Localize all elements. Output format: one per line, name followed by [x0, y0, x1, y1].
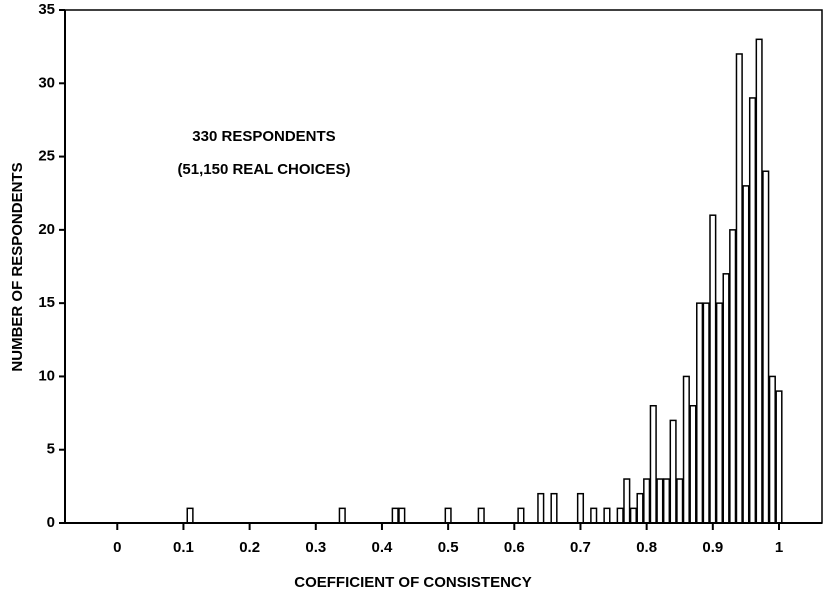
- bar: [762, 170, 770, 524]
- y-tick-label: 0: [47, 514, 55, 531]
- bar: [338, 507, 346, 524]
- annotation: 330 RESPONDENTS: [192, 128, 335, 145]
- x-tick-label: 0.2: [239, 539, 260, 556]
- bar: [735, 53, 743, 524]
- bar: [517, 507, 525, 524]
- bar: [643, 478, 651, 524]
- y-tick-label: 5: [47, 441, 55, 458]
- bar: [662, 478, 671, 524]
- bar: [755, 38, 763, 524]
- y-tick-label: 30: [38, 74, 55, 91]
- bar: [537, 492, 545, 524]
- bar: [576, 492, 585, 524]
- x-tick-label: 0.5: [438, 539, 459, 556]
- bar: [682, 375, 690, 524]
- y-tick-label: 10: [38, 367, 55, 384]
- bar: [742, 185, 750, 524]
- bar: [676, 478, 684, 524]
- y-tick-label: 15: [38, 294, 55, 311]
- bar: [649, 404, 657, 524]
- bar: [669, 419, 677, 524]
- x-tick-label: 0.7: [570, 539, 591, 556]
- bar: [775, 390, 783, 524]
- bar: [550, 492, 558, 524]
- y-tick-label: 20: [38, 221, 55, 238]
- x-tick-label: 1: [775, 539, 783, 556]
- x-tick-label: 0.3: [305, 539, 326, 556]
- y-axis-label: NUMBER OF RESPONDENTS: [9, 162, 26, 371]
- bar: [768, 375, 776, 524]
- x-axis-label: COEFFICIENT OF CONSISTENCY: [294, 574, 532, 591]
- y-tick-label: 35: [38, 1, 55, 18]
- bar: [656, 478, 664, 524]
- bar: [729, 229, 737, 524]
- x-tick-label: 0.4: [372, 539, 394, 556]
- bar: [629, 507, 637, 524]
- bar: [702, 302, 710, 524]
- bar: [715, 302, 723, 524]
- x-tick-label: 0.9: [702, 539, 723, 556]
- bar: [590, 507, 598, 524]
- bar: [477, 507, 485, 524]
- bar: [689, 404, 697, 524]
- bar: [709, 214, 717, 524]
- bar: [603, 507, 611, 524]
- bar: [391, 507, 399, 524]
- bar: [696, 302, 704, 524]
- bar: [748, 97, 757, 524]
- bar: [722, 273, 730, 524]
- bar: [398, 507, 406, 524]
- x-tick-label: 0.8: [636, 539, 657, 556]
- x-tick-label: 0.6: [504, 539, 525, 556]
- bar: [616, 507, 624, 524]
- bar: [623, 478, 631, 524]
- x-tick-label: 0: [113, 539, 121, 556]
- annotation: (51,150 REAL CHOICES): [177, 161, 350, 178]
- x-tick-label: 0.1: [173, 539, 194, 556]
- y-tick-label: 25: [38, 148, 55, 165]
- bar: [444, 507, 452, 524]
- bar: [636, 492, 644, 524]
- axes: [64, 10, 822, 524]
- bar: [186, 507, 194, 524]
